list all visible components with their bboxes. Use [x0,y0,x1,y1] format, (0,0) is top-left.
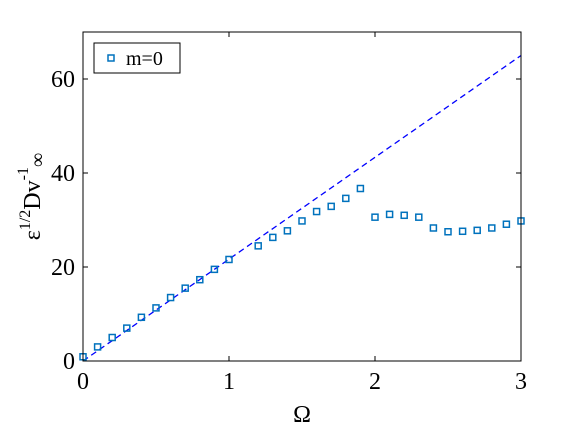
data-point [152,304,160,312]
data-point [254,242,262,250]
data-point [312,207,321,216]
y-tick-label: 60 [51,67,75,93]
axes-layer [82,31,522,362]
data-point [225,255,233,264]
data-point [166,293,175,302]
data-point [400,211,408,220]
data-point [444,228,452,236]
data-point [502,220,511,228]
data-point [269,233,277,242]
x-tick-label: 2 [369,369,381,395]
data-point [356,184,365,193]
data-point [342,194,350,203]
data-point [210,265,219,274]
data-point [371,213,379,221]
y-tick-label: 0 [63,349,75,375]
data-point [108,333,116,342]
y-tick-label: 20 [51,255,75,281]
plot-frame [82,31,522,362]
labels-layer: 0 1 2 3 0 20 40 60 Ωε1/2Dv-1∞ [15,67,527,428]
data-point [429,224,438,232]
data-points-layer [79,184,525,361]
data-point [283,227,292,235]
legend-marker [107,54,115,62]
data-point [458,227,467,236]
legend-label: m=0 [126,48,163,70]
data-point [123,324,131,332]
data-point [385,210,394,219]
reference-dashed-line [82,54,522,362]
y-axis-label: ε1/2Dv-1∞ [15,153,49,240]
data-point [196,275,204,284]
legend: m=0 [93,42,181,74]
x-tick-label: 1 [223,369,235,395]
data-point [181,284,189,292]
x-tick-label: 0 [77,369,89,395]
data-point [93,343,102,351]
data-point [488,224,496,232]
data-point [327,202,335,211]
data-point [137,313,146,322]
data-point [473,226,481,235]
data-point [415,213,423,221]
x-tick-label: 3 [515,369,527,395]
y-tick-label: 40 [51,161,75,187]
reference-line-layer [82,54,522,362]
x-axis-label: Ω [293,402,311,428]
data-point [298,217,306,225]
